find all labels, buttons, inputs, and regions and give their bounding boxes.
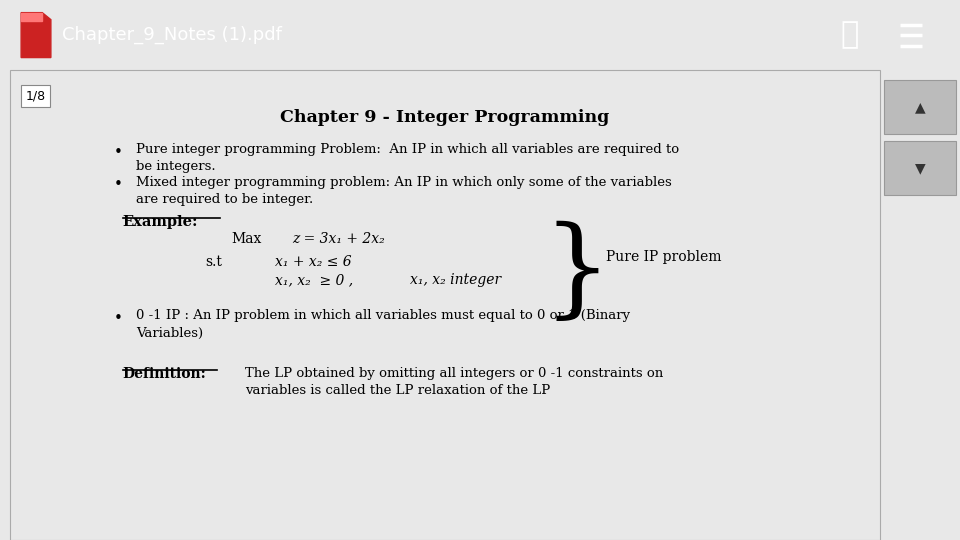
- Text: Pure IP problem: Pure IP problem: [606, 249, 722, 264]
- Text: •: •: [114, 177, 123, 192]
- Text: s.t: s.t: [205, 255, 223, 269]
- Text: Chapter_9_Notes (1).pdf: Chapter_9_Notes (1).pdf: [62, 26, 282, 44]
- Text: The LP obtained by omitting all integers or 0 -1 constraints on: The LP obtained by omitting all integers…: [245, 367, 663, 380]
- Text: 0 -1 IP : An IP problem in which all variables must equal to 0 or 1 (Binary: 0 -1 IP : An IP problem in which all var…: [136, 309, 630, 322]
- Text: Max: Max: [231, 232, 262, 246]
- Text: x₁, x₂  ≥ 0 ,: x₁, x₂ ≥ 0 ,: [276, 273, 353, 287]
- FancyBboxPatch shape: [884, 140, 956, 195]
- Text: Example:: Example:: [123, 215, 199, 229]
- FancyBboxPatch shape: [884, 79, 956, 133]
- Text: •: •: [114, 310, 123, 326]
- Text: Chapter 9 - Integer Programming: Chapter 9 - Integer Programming: [280, 109, 610, 126]
- Text: are required to be integer.: are required to be integer.: [136, 193, 313, 206]
- Text: ▼: ▼: [915, 161, 925, 175]
- Text: x₁ + x₂ ≤ 6: x₁ + x₂ ≤ 6: [276, 255, 351, 269]
- Text: x₁, x₂ integer: x₁, x₂ integer: [410, 273, 501, 287]
- Text: Variables): Variables): [136, 327, 203, 340]
- Text: be integers.: be integers.: [136, 160, 215, 173]
- Polygon shape: [21, 12, 51, 58]
- Text: Definition:: Definition:: [123, 367, 206, 381]
- Text: 1/8: 1/8: [26, 90, 46, 103]
- Text: variables is called the LP relaxation of the LP: variables is called the LP relaxation of…: [245, 384, 550, 397]
- Text: Mixed integer programming problem: An IP in which only some of the variables: Mixed integer programming problem: An IP…: [136, 176, 672, 189]
- Text: }: }: [542, 220, 612, 326]
- Text: Pure integer programming Problem:  An IP in which all variables are required to: Pure integer programming Problem: An IP …: [136, 143, 679, 156]
- Text: ⧖: ⧖: [840, 21, 859, 50]
- Text: z = 3x₁ + 2x₂: z = 3x₁ + 2x₂: [293, 232, 385, 246]
- Text: •: •: [114, 145, 123, 160]
- Text: ▲: ▲: [915, 100, 925, 114]
- Polygon shape: [21, 12, 42, 21]
